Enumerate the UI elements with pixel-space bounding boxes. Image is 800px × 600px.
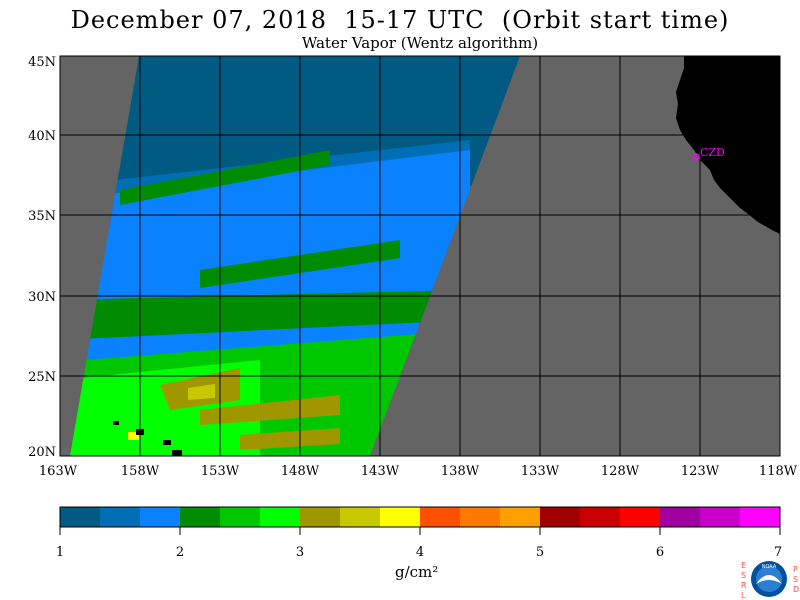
- colorbar-segment: [60, 507, 100, 527]
- vapor-band-streak-upper: [120, 150, 330, 205]
- colorbar-segment: [700, 507, 740, 527]
- vapor-band-olive-2: [200, 395, 340, 425]
- colorbar-label-5: 5: [536, 545, 544, 560]
- colorbar-label-6: 6: [656, 545, 664, 560]
- vapor-band-olive-3: [240, 428, 340, 450]
- colorbar-label-1: 1: [56, 545, 64, 560]
- lon-label-153w: 153W: [201, 464, 240, 479]
- lon-label-128w: 128W: [601, 464, 640, 479]
- colorbar-label-2: 2: [176, 545, 184, 560]
- lat-label-20n: 20N: [28, 445, 56, 460]
- logo-letter-s2: S: [793, 575, 798, 584]
- colorbar-label-3: 3: [296, 545, 304, 560]
- colorbar-segment: [420, 507, 460, 527]
- lon-label-163w: 163W: [39, 464, 78, 479]
- satellite-swath: [70, 56, 520, 456]
- logo-letter-s: S: [741, 571, 746, 580]
- lon-label-138w: 138W: [441, 464, 480, 479]
- colorbar-segment: [740, 507, 780, 527]
- colorbar-segment: [380, 507, 420, 527]
- colorbar-segment: [180, 507, 220, 527]
- logo-letter-p: P: [793, 565, 798, 574]
- vapor-band-yellow: [188, 384, 215, 400]
- grid-lines: [60, 56, 780, 456]
- lon-label-133w: 133W: [521, 464, 560, 479]
- colorbar-segment: [540, 507, 580, 527]
- colorbar-segment: [300, 507, 340, 527]
- vapor-spot-yellow: [128, 432, 140, 440]
- lat-label-25n: 25N: [28, 370, 56, 385]
- noaa-esrl-psd-logo: E S R L NOAA P S D: [741, 561, 799, 600]
- lat-label-35n: 35N: [28, 209, 56, 224]
- station-label-czd: CZD: [700, 146, 725, 159]
- colorbar-segment: [580, 507, 620, 527]
- logo-letter-l: L: [741, 591, 746, 600]
- lon-label-123w: 123W: [681, 464, 720, 479]
- colorbar-unit: g/cm²: [395, 563, 439, 581]
- lat-label-40n: 40N: [28, 129, 56, 144]
- map-title: December 07, 2018 15-17 UTC (Orbit start…: [70, 6, 730, 34]
- colorbar-segment: [100, 507, 140, 527]
- colorbar-segment: [660, 507, 700, 527]
- lon-label-158w: 158W: [121, 464, 160, 479]
- map-frame: [59, 55, 781, 457]
- logo-letter-d: D: [793, 585, 799, 594]
- logo-noaa-text: NOAA: [762, 564, 777, 570]
- noaa-bird-icon: [756, 575, 782, 584]
- island: [163, 440, 171, 445]
- colorbar-segment: [340, 507, 380, 527]
- lon-label-143w: 143W: [361, 464, 400, 479]
- island: [172, 450, 182, 456]
- colorbar-segment: [460, 507, 500, 527]
- logo-letter-e: E: [741, 561, 746, 570]
- lon-label-118w: 118W: [759, 464, 798, 479]
- logo-letter-r: R: [741, 581, 747, 590]
- colorbar-label-4: 4: [416, 545, 424, 560]
- colorbar-segment: [140, 507, 180, 527]
- station-marker-czd: [692, 153, 700, 161]
- vapor-band-blue-dip: [70, 320, 470, 362]
- colorbar-segment: [500, 507, 540, 527]
- lon-label-148w: 148W: [281, 464, 320, 479]
- map-subtitle: Water Vapor (Wentz algorithm): [301, 34, 539, 52]
- colorbar-segment: [620, 507, 660, 527]
- colorbar-label-7: 7: [774, 545, 782, 560]
- lat-label-30n: 30N: [28, 290, 56, 305]
- lat-label-45n: 45N: [28, 55, 56, 70]
- colorbar-segment: [260, 507, 300, 527]
- island: [113, 421, 119, 425]
- color-bar: [59, 506, 781, 535]
- land-north-america: [676, 56, 780, 234]
- colorbar-segment: [220, 507, 260, 527]
